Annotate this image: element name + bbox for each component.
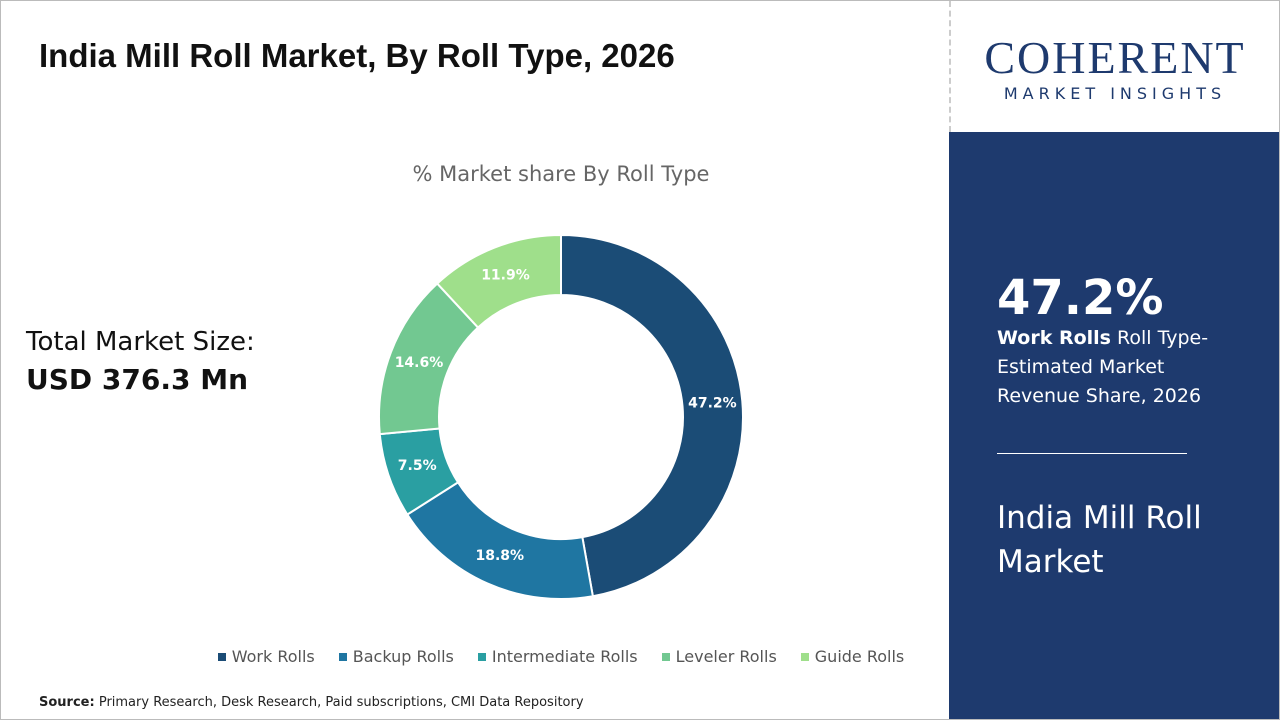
highlight-description: Work Rolls Roll Type-Estimated Market Re…: [997, 324, 1237, 411]
divider: [997, 453, 1187, 454]
logo-tagline: MARKET INSIGHTS: [1003, 84, 1227, 103]
legend-swatch: [338, 652, 347, 661]
legend-swatch: [217, 652, 226, 661]
data-label: 11.9%: [481, 267, 530, 283]
highlight: 47.2%: [997, 270, 1164, 326]
legend-swatch: [661, 652, 670, 661]
legend-swatch: [800, 652, 809, 661]
source: Source: Primary Research, Desk Research,…: [39, 695, 584, 710]
legend-item: Intermediate Rolls: [477, 647, 638, 666]
segment: Work Rolls: [997, 327, 1111, 349]
donut-slice: [435, 233, 562, 329]
donut-slice: [405, 480, 595, 600]
legend-item: Backup Rolls: [338, 647, 454, 666]
chart: % Market share By Roll Type 47.2% 18.8% 7.…: [378, 162, 745, 600]
donut-slice: [560, 233, 745, 598]
legend-item: Guide Rolls: [800, 647, 905, 666]
market-name: India Mill Roll Market: [997, 500, 1202, 580]
logo-name: COHERENT: [984, 32, 1246, 83]
market-size-value: USD 376.3 Mn: [26, 363, 249, 396]
legend-label: Intermediate Rolls: [491, 647, 638, 666]
legend-label: Guide Rolls: [814, 647, 905, 666]
legend-label: Backup Rolls: [352, 647, 454, 666]
legend-item: Leveler Rolls: [661, 647, 777, 666]
data-label: 14.6%: [395, 355, 444, 371]
legend-label: Leveler Rolls: [675, 647, 777, 666]
title: India Mill Roll Market, By Roll Type, 20…: [39, 37, 675, 74]
legend: Work Rolls Backup Rolls Intermediate Rolls…: [201, 647, 921, 666]
data-label: 47.2%: [688, 396, 737, 412]
side-panel: 47.2% Work Rolls Roll Type-Estimated Mar…: [949, 132, 1279, 719]
legend-label: Work Rolls: [231, 647, 315, 666]
source-text: Primary Research, Desk Research, Paid su…: [98, 695, 584, 710]
data-label: 7.5%: [398, 458, 437, 474]
source-label: Source:: [39, 695, 95, 710]
legend-swatch: [477, 652, 486, 661]
legend-item: Work Rolls: [217, 647, 315, 666]
logo: COHERENT MARKET INSIGHTS: [949, 1, 1279, 132]
market-size-label: Total Market Size:: [26, 327, 255, 357]
description: Roll Type-Estimated Market Revenue Share…: [997, 327, 1209, 407]
data-label: 18.8%: [475, 548, 524, 564]
chart-title: % Market share By Roll Type: [413, 162, 710, 186]
